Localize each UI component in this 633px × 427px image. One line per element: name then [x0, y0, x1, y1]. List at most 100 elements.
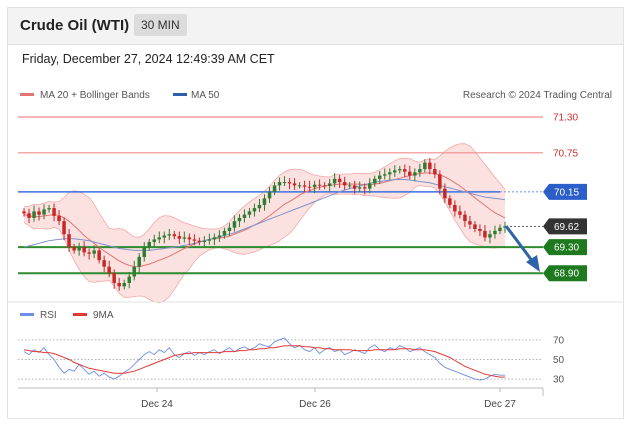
candle-body [342, 182, 347, 186]
candle-body [322, 185, 327, 187]
candle-body [122, 283, 126, 287]
x-tick-label: Dec 24 [141, 399, 173, 410]
level-label-68.90: 68.90 [554, 269, 579, 280]
candle-body [142, 247, 146, 257]
candle-body [37, 211, 41, 215]
candle-body [127, 276, 131, 283]
candle-body [403, 169, 407, 172]
candle-body [87, 252, 91, 254]
candle-body [393, 170, 397, 173]
candle-body [252, 208, 257, 212]
candle-body [347, 185, 352, 187]
level-label-71.30: 71.30 [553, 113, 578, 124]
candle-body [277, 182, 282, 186]
candle-body [182, 237, 187, 239]
level-tag-69.30 [543, 239, 587, 256]
candle-body [272, 185, 277, 192]
candle-body [82, 247, 86, 253]
rsi-tick-70: 70 [553, 335, 565, 346]
candle-body [302, 185, 307, 187]
x-tick-label: Dec 26 [299, 399, 331, 410]
candle-body [52, 208, 56, 216]
legend-rsi-label: RSI [40, 310, 57, 321]
rsi-tick-30: 30 [553, 375, 565, 386]
candle-body [22, 211, 26, 214]
candle-body [112, 273, 116, 283]
candle-body [488, 234, 492, 238]
candle-body [443, 188, 447, 199]
legend-ma50-label: MA 50 [191, 90, 220, 101]
candle-body [438, 174, 442, 189]
x-tick-label: Dec 27 [484, 399, 516, 410]
price-levels [18, 116, 543, 275]
candle-body [102, 260, 106, 267]
candle-body [232, 221, 237, 228]
candle-body [413, 172, 417, 176]
candle-body [493, 230, 497, 235]
candle-body [312, 184, 317, 188]
chart-widget: Crude Oil (WTI) 30 MIN Friday, December … [7, 7, 624, 419]
candle-body [227, 227, 232, 231]
candle-body [147, 242, 151, 248]
candle-body [297, 185, 302, 187]
candle-body [463, 214, 467, 222]
legend-swatch-ma50 [173, 93, 187, 96]
candle-body [368, 183, 372, 189]
legend-swatch-9ma [73, 313, 87, 316]
candle-body [267, 191, 272, 199]
candle-body [32, 211, 36, 218]
candle-body [42, 209, 46, 215]
rsi-tick-50: 50 [553, 355, 565, 366]
candle-body [498, 227, 502, 231]
level-label-70.75: 70.75 [553, 148, 578, 159]
candle-body [247, 211, 252, 215]
candle-body [478, 229, 482, 231]
candlesticks [22, 158, 507, 291]
candle-body [408, 171, 412, 176]
candle-body [388, 172, 392, 175]
candle-body [262, 198, 267, 205]
interval-button[interactable]: 30 MIN [134, 14, 187, 36]
candle-body [257, 204, 262, 209]
candle-body [187, 237, 192, 240]
candle-body [363, 187, 367, 189]
candle-body [172, 234, 177, 237]
candle-body [107, 266, 111, 274]
level-label-70.15: 70.15 [554, 187, 579, 198]
candle-body [287, 182, 292, 184]
candle-body [453, 204, 457, 212]
candle-body [167, 234, 171, 236]
candle-body [317, 184, 322, 186]
candle-body [473, 224, 477, 229]
credit-text: Research © 2024 Trading Central [463, 90, 612, 101]
rsi-pane: 70 50 30 [18, 335, 565, 386]
candle-body [292, 183, 297, 186]
candle-body [137, 256, 141, 267]
level-labels: 71.30 70.75 70.15 69.62 69.30 68.90 [543, 113, 587, 282]
candle-body [152, 239, 156, 242]
candle-body [237, 217, 242, 222]
candle-body [132, 266, 136, 277]
moving-averages [23, 172, 506, 268]
candle-body [62, 221, 66, 235]
candle-body [352, 185, 357, 189]
candle-body [282, 182, 287, 184]
candle-body [383, 174, 387, 176]
candle-body [77, 247, 81, 251]
candle-body [398, 169, 402, 171]
candle-body [373, 178, 377, 184]
candle-body [378, 175, 382, 179]
candle-body [72, 247, 76, 251]
candle-body [207, 239, 212, 241]
rsi-line [23, 337, 505, 381]
candle-body [197, 240, 202, 242]
candle-body [27, 213, 31, 218]
candle-body [177, 236, 182, 239]
candle-body [357, 187, 362, 189]
candle-body [428, 162, 432, 170]
widget-header: Crude Oil (WTI) 30 MIN [8, 8, 623, 45]
candle-body [92, 250, 96, 254]
candle-body [433, 169, 437, 175]
candle-body [327, 183, 332, 186]
